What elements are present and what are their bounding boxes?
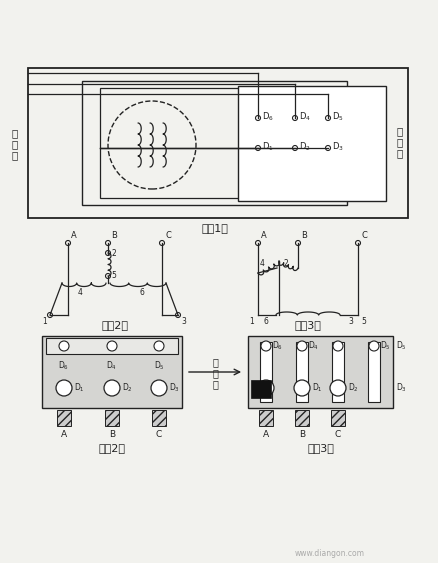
Bar — [368, 342, 380, 402]
Bar — [100, 88, 340, 198]
Circle shape — [56, 380, 72, 396]
Text: 图（3）: 图（3） — [307, 443, 334, 453]
Text: D$_2$: D$_2$ — [122, 382, 133, 394]
Text: D$_6$: D$_6$ — [58, 360, 70, 373]
Text: C: C — [165, 231, 171, 240]
Text: A: A — [263, 430, 269, 439]
Text: B: B — [301, 231, 307, 240]
Circle shape — [154, 341, 164, 351]
Bar — [295, 410, 309, 426]
Bar — [42, 336, 182, 408]
Bar — [260, 342, 272, 402]
Text: 5: 5 — [111, 271, 116, 280]
Circle shape — [151, 380, 167, 396]
Text: 3: 3 — [181, 317, 186, 326]
Text: 1: 1 — [249, 317, 254, 326]
Circle shape — [107, 341, 117, 351]
Circle shape — [258, 380, 274, 396]
Text: 机: 机 — [12, 150, 18, 160]
Bar — [82, 81, 347, 205]
Bar — [259, 410, 273, 426]
Text: D$_6$: D$_6$ — [262, 111, 274, 123]
Bar — [57, 410, 71, 426]
Text: D$_1$: D$_1$ — [312, 382, 323, 394]
Bar — [331, 410, 345, 426]
Bar — [251, 380, 271, 398]
Text: D$_5$: D$_5$ — [380, 339, 391, 352]
Circle shape — [261, 341, 271, 351]
Text: D$_2$: D$_2$ — [299, 141, 311, 153]
Bar — [46, 338, 178, 354]
Circle shape — [330, 380, 346, 396]
Text: A: A — [61, 430, 67, 439]
Text: D$_1$: D$_1$ — [262, 141, 274, 153]
Text: D$_5$: D$_5$ — [396, 339, 407, 352]
Text: 动: 动 — [12, 139, 18, 149]
Text: 板: 板 — [212, 379, 218, 389]
Text: 图（1）: 图（1） — [201, 223, 229, 233]
Text: D$_3$: D$_3$ — [332, 141, 344, 153]
Circle shape — [59, 341, 69, 351]
Text: 图（3）: 图（3） — [295, 320, 321, 330]
Text: 6: 6 — [263, 317, 268, 326]
Text: D$_4$: D$_4$ — [106, 360, 117, 373]
Text: C: C — [156, 430, 162, 439]
Text: C: C — [335, 430, 341, 439]
Bar — [152, 410, 166, 426]
Text: 板: 板 — [397, 148, 403, 158]
Text: D$_6$: D$_6$ — [272, 339, 283, 352]
Text: 图（2）: 图（2） — [99, 443, 126, 453]
Bar — [296, 342, 308, 402]
Text: 2: 2 — [111, 248, 116, 257]
Text: B: B — [111, 231, 117, 240]
Text: D$_3$: D$_3$ — [396, 382, 407, 394]
Text: 线: 线 — [212, 368, 218, 378]
Bar — [28, 68, 408, 218]
Bar — [238, 86, 386, 201]
Text: A: A — [71, 231, 77, 240]
Circle shape — [294, 380, 310, 396]
Text: 2: 2 — [283, 258, 288, 267]
Text: 线: 线 — [397, 137, 403, 147]
Text: B: B — [299, 430, 305, 439]
Text: A: A — [261, 231, 267, 240]
Text: 图（2）: 图（2） — [102, 320, 128, 330]
Text: 接: 接 — [212, 357, 218, 367]
Text: 5: 5 — [361, 317, 366, 326]
Text: 4: 4 — [78, 288, 82, 297]
Circle shape — [369, 341, 379, 351]
Text: D$_4$: D$_4$ — [299, 111, 311, 123]
Circle shape — [104, 380, 120, 396]
Circle shape — [297, 341, 307, 351]
Text: D$_5$: D$_5$ — [154, 360, 164, 373]
Text: D$_5$: D$_5$ — [332, 111, 344, 123]
Text: C: C — [361, 231, 367, 240]
Text: 3: 3 — [348, 317, 353, 326]
Text: D$_2$: D$_2$ — [348, 382, 359, 394]
Text: www.diangon.com: www.diangon.com — [295, 548, 365, 557]
Text: D$_4$: D$_4$ — [308, 339, 319, 352]
Bar — [332, 342, 344, 402]
Text: 1: 1 — [42, 317, 47, 326]
Bar — [105, 410, 119, 426]
Bar — [248, 336, 393, 408]
Text: 6: 6 — [140, 288, 145, 297]
Circle shape — [333, 341, 343, 351]
Text: 4: 4 — [260, 258, 265, 267]
Text: B: B — [109, 430, 115, 439]
Text: D$_1$: D$_1$ — [74, 382, 85, 394]
Text: 电: 电 — [12, 128, 18, 138]
Text: D$_3$: D$_3$ — [169, 382, 180, 394]
Text: 接: 接 — [397, 126, 403, 136]
